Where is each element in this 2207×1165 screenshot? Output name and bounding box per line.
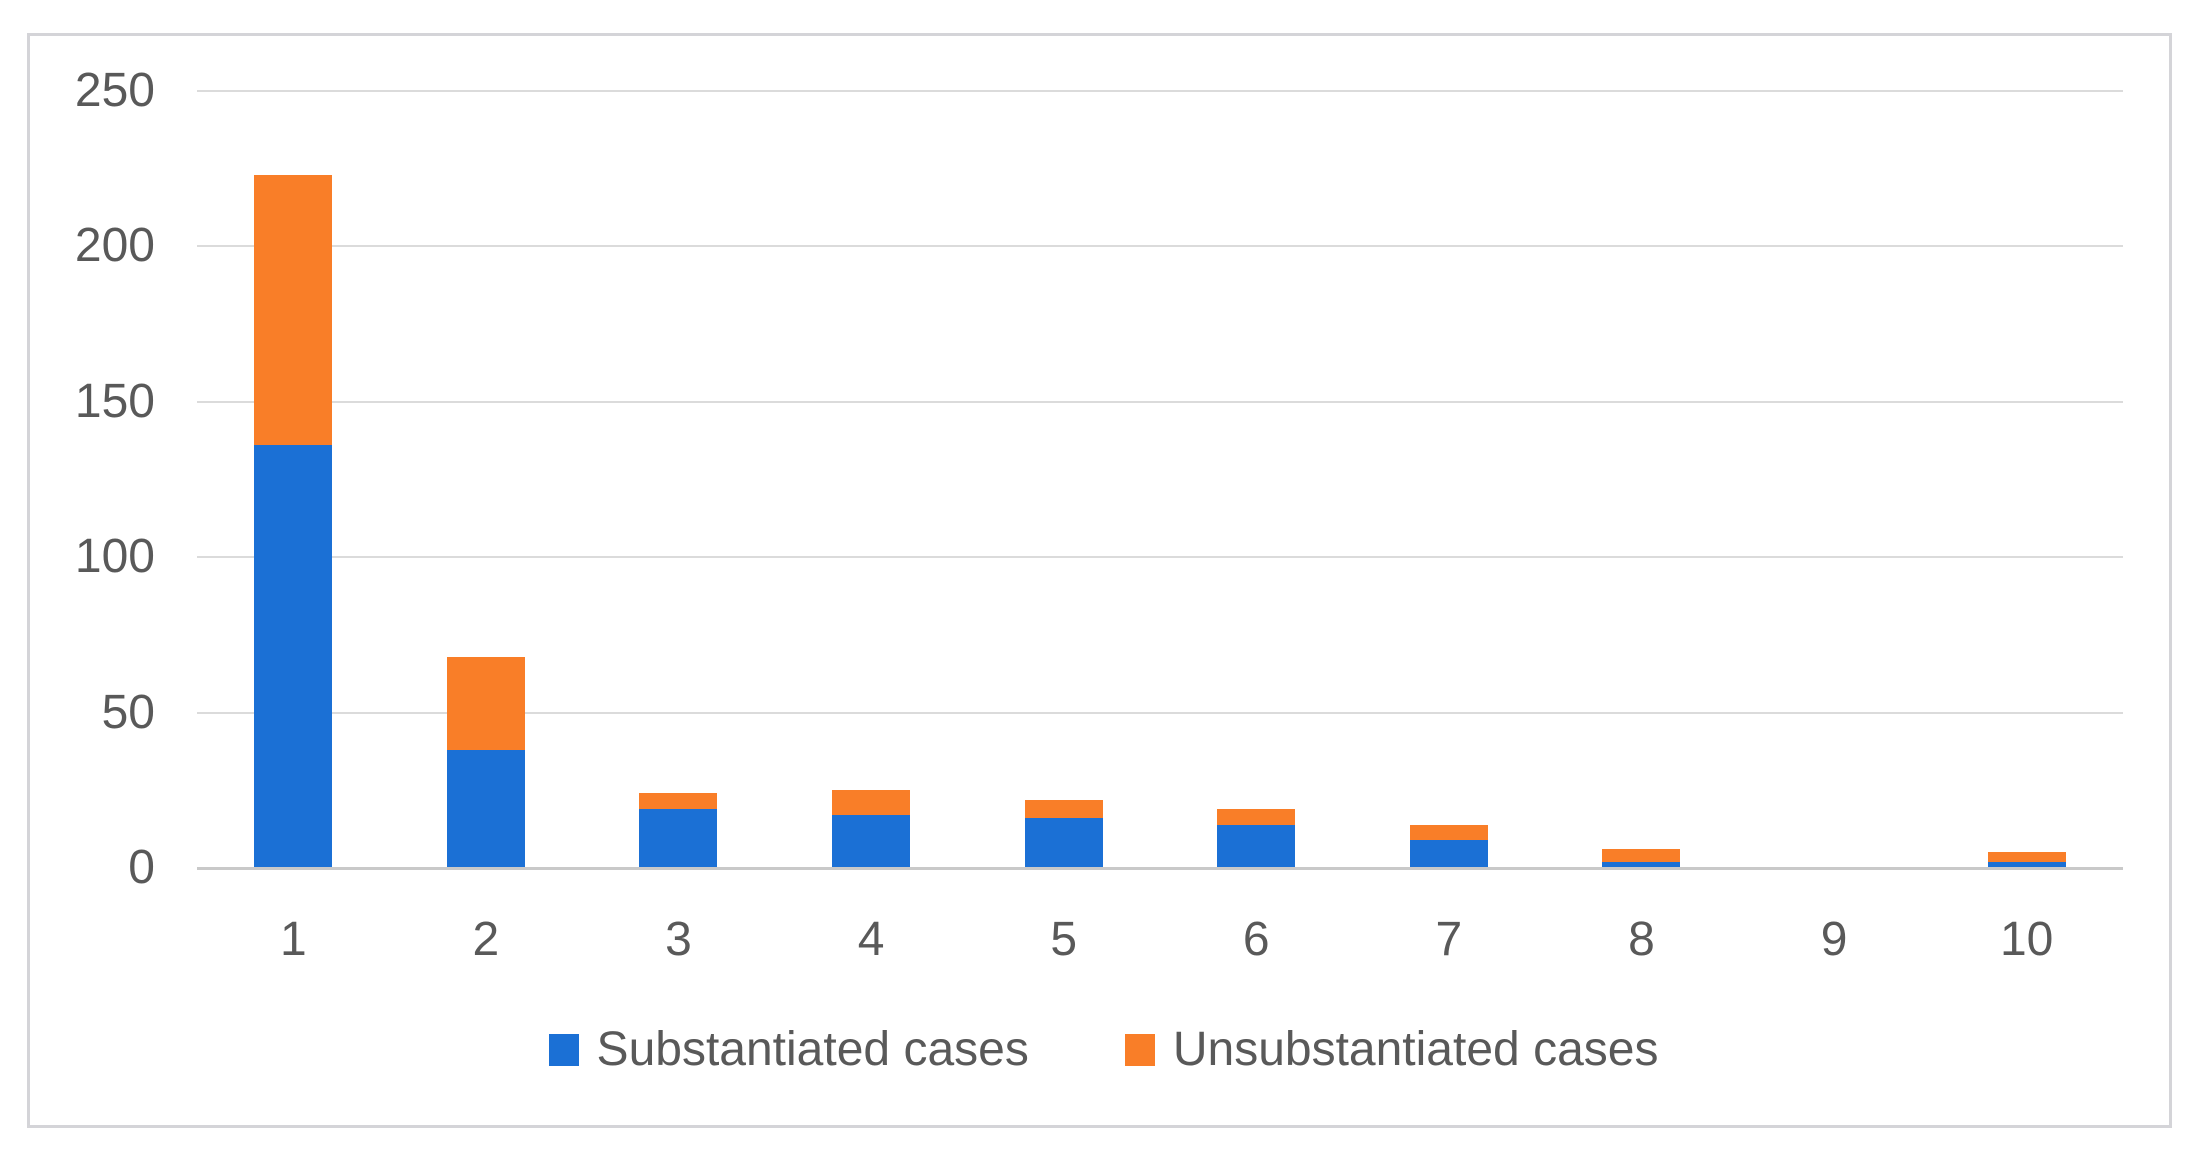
x-axis-line: [197, 867, 2123, 870]
gridline-200: [197, 245, 2123, 248]
legend-label: Substantiated cases: [596, 1023, 1029, 1076]
gridline-250: [197, 90, 2123, 92]
x-tick-label-4: 4: [857, 913, 885, 966]
bar-segment-unsubstantiated-5: [1024, 799, 1103, 819]
y-tick-label-200: 200: [74, 219, 155, 273]
bar-segment-unsubstantiated-8: [1602, 849, 1681, 862]
bar-segment-substantiated-3: [639, 808, 718, 868]
y-tick-label-50: 50: [101, 685, 155, 739]
stacked-bar-5: [1024, 799, 1103, 868]
bar-segment-unsubstantiated-10: [1987, 852, 2066, 862]
gridline-150: [197, 400, 2123, 403]
stacked-bar-8: [1602, 849, 1681, 868]
x-tick-label-3: 3: [665, 913, 692, 966]
bar-segment-substantiated-8: [1602, 861, 1681, 868]
stacked-bar-7: [1409, 824, 1488, 868]
stacked-bar-2: [446, 656, 525, 868]
gridline-50: [197, 711, 2123, 714]
bar-segment-substantiated-2: [446, 749, 525, 868]
x-tick-label-2: 2: [472, 913, 500, 966]
stacked-bar-4: [832, 790, 911, 868]
bar-slot-1: [197, 91, 390, 868]
legend-item-unsubstantiated: Unsubstantiated cases: [1124, 1022, 1659, 1077]
bar-slot-5: [967, 91, 1160, 868]
bar-slot-10: [1930, 91, 2123, 868]
bar-slot-4: [775, 91, 968, 868]
stacked-bar-10: [1987, 852, 2066, 868]
bar-slot-3: [582, 91, 775, 868]
bar-segment-substantiated-10: [1987, 861, 2066, 868]
bar-segment-substantiated-6: [1217, 824, 1296, 868]
bar-segment-unsubstantiated-2: [446, 656, 525, 750]
bar-segment-unsubstantiated-4: [832, 790, 911, 816]
x-tick-label-7: 7: [1435, 913, 1463, 966]
bar-slot-7: [1353, 91, 1546, 868]
stacked-bar-6: [1217, 808, 1296, 868]
bar-segment-unsubstantiated-6: [1217, 808, 1296, 825]
bar-slot-9: [1738, 91, 1931, 868]
x-tick-label-9: 9: [1820, 913, 1848, 966]
bar-segment-substantiated-1: [254, 445, 333, 868]
y-tick-label-0: 0: [128, 841, 155, 894]
figure-border: [27, 33, 2172, 1128]
y-tick-label-150: 150: [74, 374, 155, 428]
bar-slot-8: [1545, 91, 1738, 868]
y-tick-label-100: 100: [74, 530, 155, 584]
stacked-bar-3: [639, 793, 718, 868]
y-tick-label-250: 250: [74, 64, 155, 117]
legend: Substantiated cases Unsubstantiated cases: [0, 1022, 2207, 1077]
bar-segment-substantiated-5: [1024, 818, 1103, 868]
legend-marker-icon: [1124, 1033, 1155, 1066]
x-tick-label-6: 6: [1242, 913, 1270, 966]
gridline-100: [197, 556, 2123, 559]
x-tick-label-8: 8: [1628, 913, 1655, 966]
x-tick-label-10: 10: [1999, 913, 2054, 966]
bar-segment-unsubstantiated-3: [639, 793, 718, 809]
bar-slot-2: [390, 91, 583, 868]
legend-marker-icon: [548, 1033, 579, 1066]
bars-container: [197, 91, 2123, 868]
stacked-bar-1: [254, 174, 333, 868]
x-axis-tick-labels: 1 2 3 4 5 6 7 8 9 10: [197, 912, 2123, 967]
x-tick-label-1: 1: [279, 913, 307, 966]
legend-item-substantiated: Substantiated cases: [548, 1022, 1029, 1077]
bar-segment-unsubstantiated-1: [254, 174, 333, 446]
x-tick-label-5: 5: [1050, 913, 1078, 966]
bar-segment-unsubstantiated-7: [1409, 824, 1488, 841]
bar-segment-substantiated-7: [1409, 840, 1488, 868]
legend-label: Unsubstantiated cases: [1172, 1023, 1659, 1076]
bar-slot-6: [1160, 91, 1353, 868]
bar-segment-substantiated-4: [832, 815, 911, 868]
plot-area: [197, 90, 2123, 870]
